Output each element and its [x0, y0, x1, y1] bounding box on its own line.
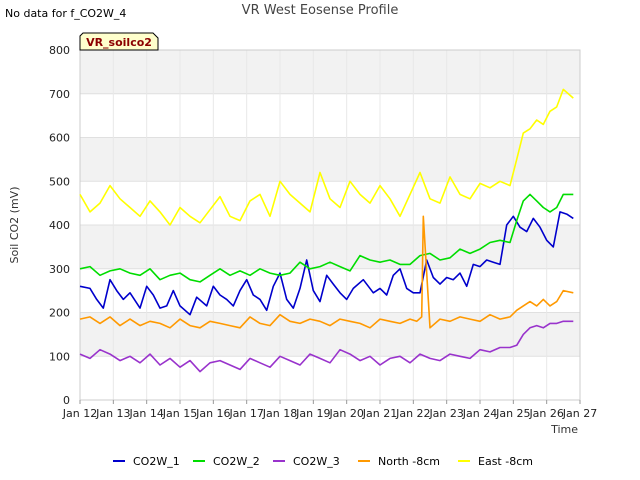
- y-axis-ticks: 0 100 200 300 400 500 600 700 800: [49, 44, 70, 407]
- x-tick-label: Jan 22: [395, 407, 430, 420]
- legend: CO2W_1 CO2W_2 CO2W_3 North -8cm East -8cm: [113, 455, 533, 468]
- x-tick-label: Jan 15: [162, 407, 197, 420]
- x-tick-label: Jan 13: [95, 407, 130, 420]
- grid: [79, 49, 581, 401]
- legend-label: CO2W_1: [133, 455, 180, 468]
- chart-title: VR West Eosense Profile: [241, 3, 399, 18]
- no-data-message: No data for f_CO2W_4: [5, 7, 127, 20]
- plot-band: [80, 268, 580, 313]
- y-tick-label: 100: [49, 350, 70, 363]
- legend-label: CO2W_3: [293, 455, 340, 468]
- y-axis-label: Soil CO2 (mV): [8, 187, 21, 264]
- y-tick-label: 600: [49, 132, 70, 145]
- series-line-2: [79, 320, 574, 373]
- y-tick-label: 400: [49, 219, 70, 232]
- plot-band: [80, 181, 580, 225]
- series-lines: [79, 88, 574, 373]
- x-tick-label: Jan 21: [362, 407, 397, 420]
- plot-band: [80, 50, 580, 94]
- plot-band: [80, 93, 580, 138]
- legend-label: CO2W_2: [213, 455, 260, 468]
- y-tick-label: 300: [49, 263, 70, 276]
- x-tick-label: Jan 19: [295, 407, 330, 420]
- y-tick-label: 800: [49, 44, 70, 57]
- series-line-3: [79, 215, 574, 329]
- dataset-badge: VR_soilco2: [79, 32, 159, 51]
- badge-label: VR_soilco2: [86, 36, 152, 49]
- plot-background: [80, 50, 580, 400]
- legend-label: East -8cm: [478, 455, 533, 468]
- y-tick-label: 700: [49, 88, 70, 101]
- x-axis-label: Time: [550, 423, 578, 436]
- x-tick-label: Jan 18: [262, 407, 297, 420]
- x-tick-label: Jan 23: [428, 407, 463, 420]
- x-tick-label: Jan 20: [328, 407, 363, 420]
- plot-band: [80, 137, 580, 182]
- series-line-1: [79, 193, 574, 283]
- plot-band: [80, 312, 580, 357]
- x-tick-label: Jan 26: [528, 407, 563, 420]
- x-tick-label: Jan 25: [495, 407, 530, 420]
- x-tick-label: Jan 14: [128, 407, 163, 420]
- x-tick-label: Jan 12: [62, 407, 97, 420]
- y-tick-label: 200: [49, 307, 70, 320]
- y-tick-label: 500: [49, 175, 70, 188]
- x-tick-label: Jan 17: [228, 407, 263, 420]
- x-tick-label: Jan 27: [562, 407, 597, 420]
- legend-label: North -8cm: [378, 455, 440, 468]
- series-line-0: [79, 211, 574, 316]
- plot-frame: [79, 49, 581, 401]
- series-line-4: [79, 88, 574, 226]
- x-tick-label: Jan 24: [462, 407, 497, 420]
- x-tick-label: Jan 16: [195, 407, 230, 420]
- y-tick-label: 0: [63, 394, 70, 407]
